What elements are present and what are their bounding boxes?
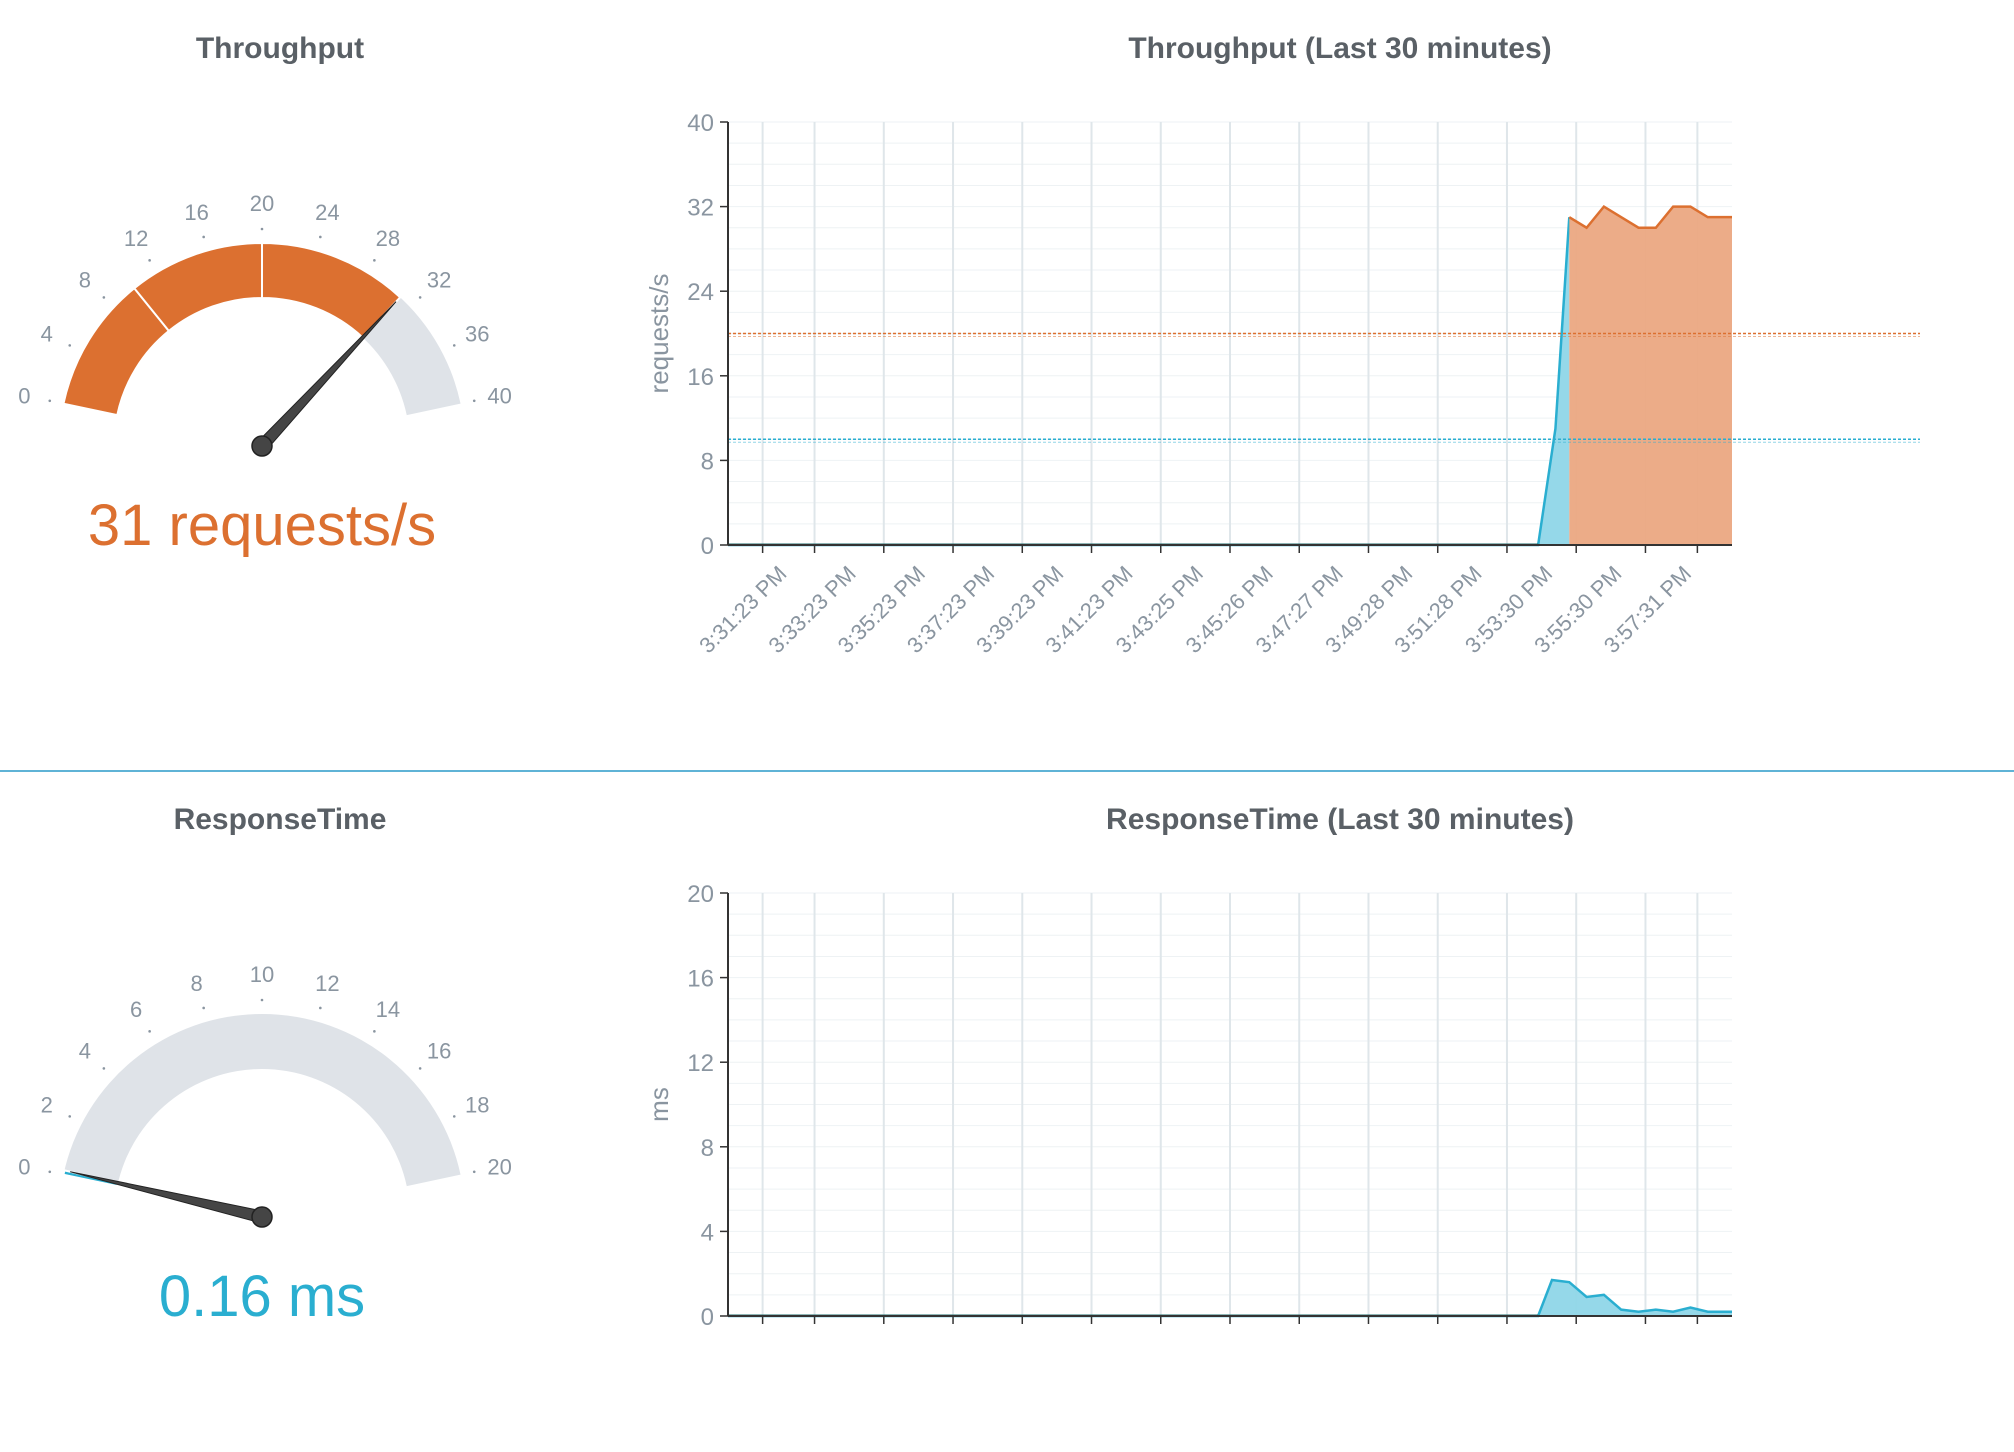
y-axis-label: requests/s	[644, 274, 674, 394]
gauge-tick-mark	[452, 344, 456, 347]
y-axis-tick-label: 12	[687, 1050, 714, 1077]
responsetime-gauge-title: ResponseTime	[173, 803, 387, 836]
gauge-tick-label: 8	[79, 268, 91, 293]
gauge-value-readout: 31 requests/s	[88, 493, 436, 558]
gauge-tick-mark	[202, 235, 205, 239]
y-axis-tick-label: 16	[687, 966, 714, 993]
gauge-tick-label: 24	[315, 200, 339, 225]
y-axis-tick-label: 8	[701, 1135, 714, 1162]
gauge-tick-mark	[68, 1115, 72, 1118]
gauge-tick-mark	[319, 235, 322, 239]
gauge-tick-label: 14	[376, 997, 400, 1022]
gauge-tick-label: 4	[79, 1039, 91, 1064]
responsetime-gauge: 0 2 4 6 8 10 12 14 16 18 20 0.16 ms	[18, 962, 512, 1329]
y-axis-tick-label: 20	[687, 881, 714, 908]
gauge-tick-label: 32	[427, 268, 451, 293]
gauge-tick-mark	[48, 399, 52, 403]
gauge-tick-label: 20	[487, 1154, 511, 1179]
section-divider	[0, 770, 2014, 772]
gauge-tick-label: 4	[41, 321, 53, 346]
gauge-tick-mark	[319, 1006, 322, 1010]
gauge-needle-hub	[251, 435, 273, 457]
gauge-tick-mark	[260, 998, 264, 1002]
gauge-tick-mark	[68, 344, 72, 347]
gauge-tick-mark	[202, 1006, 205, 1010]
gauge-tick-mark	[418, 296, 422, 299]
y-axis-tick-label: 0	[701, 533, 714, 560]
gauge-tick-label: 0	[18, 383, 30, 408]
y-axis-tick-label: 4	[701, 1219, 714, 1246]
gauge-tick-mark	[148, 259, 151, 262]
gauge-tick-label: 40	[487, 383, 511, 408]
gauge-tick-mark	[452, 1115, 456, 1118]
gauge-needle	[70, 1171, 264, 1224]
y-axis-tick-label: 40	[687, 110, 714, 137]
gauge-tick-label: 12	[124, 226, 148, 251]
series-area	[728, 1280, 1732, 1316]
throughput-chart-title: Throughput (Last 30 minutes)	[1128, 32, 1552, 65]
y-axis-tick-label: 8	[701, 448, 714, 475]
gauge-tick-label: 10	[250, 962, 274, 987]
gauge-needle-hub	[251, 1206, 273, 1228]
series-line	[728, 217, 1571, 547]
gauge-tick-mark	[418, 1067, 422, 1070]
y-axis-tick-label: 24	[687, 279, 714, 306]
gauge-tick-mark	[148, 1030, 151, 1033]
gauge-tick-label: 16	[427, 1039, 451, 1064]
gauge-tick-mark	[102, 296, 106, 299]
gauge-tick-label: 8	[191, 971, 203, 996]
gauge-value-segment	[261, 241, 402, 339]
gauge-tick-label: 36	[465, 321, 489, 346]
y-axis-tick-label: 0	[701, 1304, 714, 1331]
throughput-gauge-title: Throughput	[195, 32, 365, 65]
series-area	[728, 217, 1570, 546]
gauge-tick-label: 28	[376, 226, 400, 251]
throughput-gauge: 0 4 8 12 16 20 24 28 32 36 40 31 requests/s	[18, 191, 512, 558]
throughput-section: Throughput 0 4 8 12 16 20 24 28 32 36 40 31 request…	[0, 0, 2014, 681]
gauge-track	[63, 1014, 461, 1187]
responsetime-section: ResponseTime 0 2 4 6 8 10 12 14 16 18 20 0.16 ms Re…	[0, 771, 2014, 1452]
gauge-tick-mark	[48, 1170, 52, 1174]
y-axis-tick-label: 16	[687, 364, 714, 391]
series-area	[1569, 206, 1732, 545]
gauge-needle	[256, 301, 397, 451]
series-line	[728, 1278, 1732, 1318]
gauge-tick-mark	[373, 259, 376, 262]
gauge-tick-mark	[472, 1170, 476, 1174]
y-axis-label: ms	[644, 1087, 674, 1122]
gauge-tick-mark	[260, 227, 264, 231]
gauge-tick-label: 0	[18, 1154, 30, 1179]
gauge-tick-label: 2	[41, 1092, 53, 1117]
y-axis-tick-label: 32	[687, 195, 714, 222]
series-line	[1568, 204, 1732, 230]
gauge-tick-label: 6	[130, 997, 142, 1022]
gauge-value-readout: 0.16 ms	[159, 1264, 365, 1329]
gauge-tick-label: 12	[315, 971, 339, 996]
gauge-tick-label: 16	[184, 200, 208, 225]
gauge-tick-mark	[472, 399, 476, 403]
gauge-tick-label: 20	[250, 191, 274, 216]
responsetime-chart-title: ResponseTime (Last 30 minutes)	[1106, 803, 1574, 836]
responsetime-chart: 0 4 8 12 16 20 ms	[644, 881, 1732, 1331]
gauge-tick-mark	[102, 1067, 106, 1070]
gauge-tick-label: 18	[465, 1092, 489, 1117]
gauge-tick-mark	[373, 1030, 376, 1033]
